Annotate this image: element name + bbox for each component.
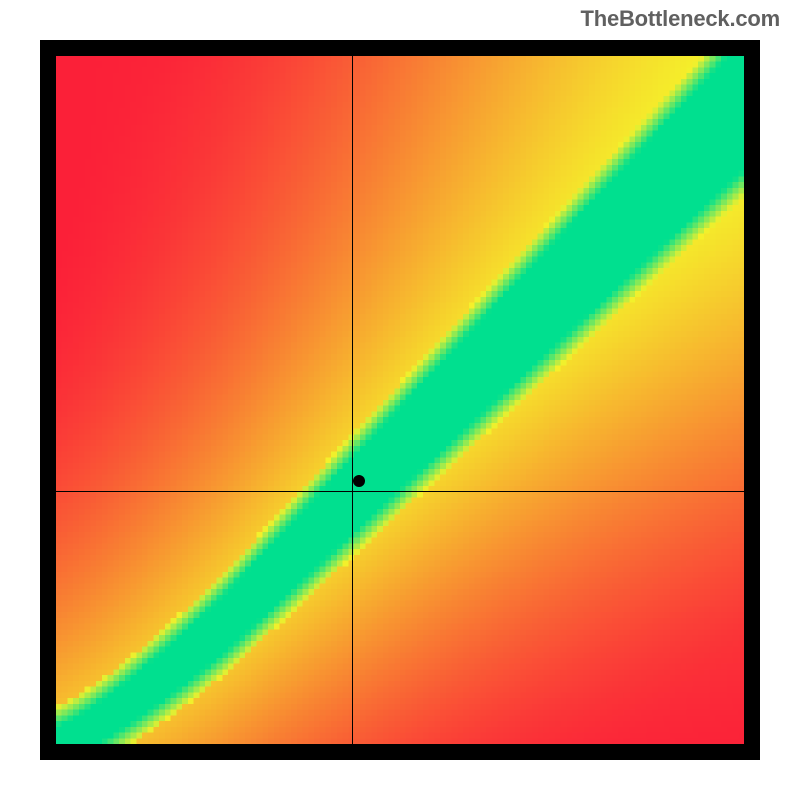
heatmap-canvas <box>56 56 744 744</box>
data-point-marker <box>353 475 365 487</box>
source-watermark: TheBottleneck.com <box>580 6 780 32</box>
crosshair-vertical <box>352 56 353 744</box>
plot-area <box>56 56 744 744</box>
crosshair-horizontal <box>56 491 744 492</box>
